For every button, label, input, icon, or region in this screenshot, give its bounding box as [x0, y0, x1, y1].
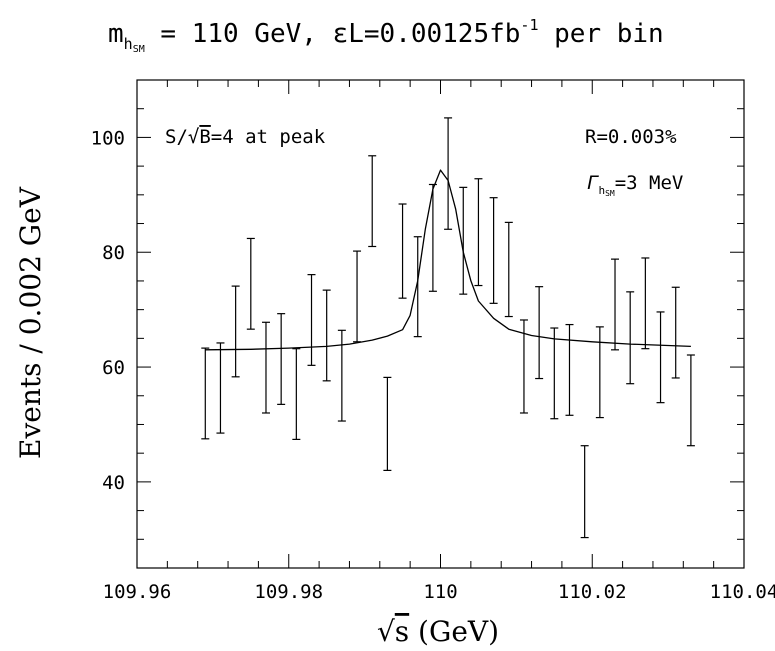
annotation-width-gamma: Γ	[587, 172, 599, 194]
x-tick-label: 110.02	[558, 581, 627, 603]
error-bar	[626, 291, 635, 385]
error-bar	[413, 236, 422, 338]
x-axis-label-root: √	[377, 615, 395, 648]
error-bar	[474, 178, 483, 287]
y-tick-label: 80	[102, 242, 125, 264]
x-tick-label: 109.96	[103, 581, 172, 603]
plot-content	[201, 117, 695, 539]
annotation-significance-post: =4 at peak	[211, 126, 326, 148]
annotation-significance-root: √	[188, 126, 199, 148]
error-bar	[550, 327, 559, 420]
annotation-width: ΓhSM=3 MeV	[587, 172, 683, 198]
error-bar	[292, 348, 301, 440]
x-tick-label: 109.98	[254, 581, 323, 603]
x-axis-label-s: s	[395, 615, 409, 648]
error-bar	[337, 329, 346, 422]
annotation-ratio: R=0.003%	[585, 126, 677, 148]
x-tick-label: 110.04	[710, 581, 775, 603]
error-bar	[671, 286, 680, 379]
chart-title: mhSM = 110 GeV, εL=0.00125fb-1 per bin	[108, 16, 664, 55]
error-bar	[322, 289, 331, 382]
plot-frame	[136, 79, 745, 569]
y-axis: 40 60 80 100	[91, 108, 744, 540]
error-bar	[595, 326, 604, 419]
y-tick-label: 60	[102, 357, 125, 379]
error-bar	[611, 258, 620, 351]
error-bar	[246, 237, 255, 330]
error-bar	[261, 321, 270, 414]
title-rest: = 110 GeV, εL=0.00125fb	[145, 19, 521, 49]
y-tick-label: 100	[91, 127, 125, 149]
error-bar	[641, 257, 650, 350]
error-bar	[201, 347, 210, 440]
annotation-significance-pre: S/	[165, 126, 188, 148]
error-bar	[353, 250, 362, 343]
error-bar	[489, 197, 498, 304]
x-axis-label: √s (GeV)	[377, 615, 499, 648]
title-sm: SM	[133, 44, 145, 55]
error-bar	[307, 274, 316, 366]
error-bar	[535, 286, 544, 380]
error-bar	[565, 323, 574, 416]
error-bar	[580, 445, 589, 539]
annotation-significance-b: B	[199, 126, 210, 148]
error-bar	[656, 311, 665, 404]
error-bar	[519, 319, 528, 414]
error-bar	[383, 376, 392, 471]
annotation-width-h: h	[598, 184, 605, 197]
error-bar	[428, 183, 437, 292]
y-axis-label: Events / 0.002 GeV	[14, 186, 47, 459]
annotation-width-val: =3 MeV	[615, 172, 684, 194]
title-tail: per bin	[538, 19, 663, 49]
x-axis-label-unit: (GeV)	[409, 615, 499, 648]
error-bar	[459, 186, 468, 295]
error-bar	[686, 354, 695, 447]
error-bar	[231, 285, 240, 378]
error-bar	[398, 203, 407, 299]
error-bar	[216, 342, 225, 434]
title-sup: -1	[520, 16, 538, 34]
y-tick-label: 40	[102, 472, 125, 494]
error-bar	[277, 313, 286, 405]
error-bar	[504, 221, 513, 318]
error-bar	[368, 155, 377, 248]
annotation-significance: S/√B=4 at peak	[165, 126, 326, 148]
error-bar	[444, 117, 453, 230]
x-axis: 109.96 109.98 110 110.02 110.04	[103, 80, 775, 603]
annotation-width-sm: SM	[605, 189, 615, 198]
title-h: h	[124, 35, 133, 53]
fit-curve	[205, 169, 691, 351]
title-m: m	[108, 19, 124, 49]
x-tick-label: 110	[423, 581, 457, 603]
